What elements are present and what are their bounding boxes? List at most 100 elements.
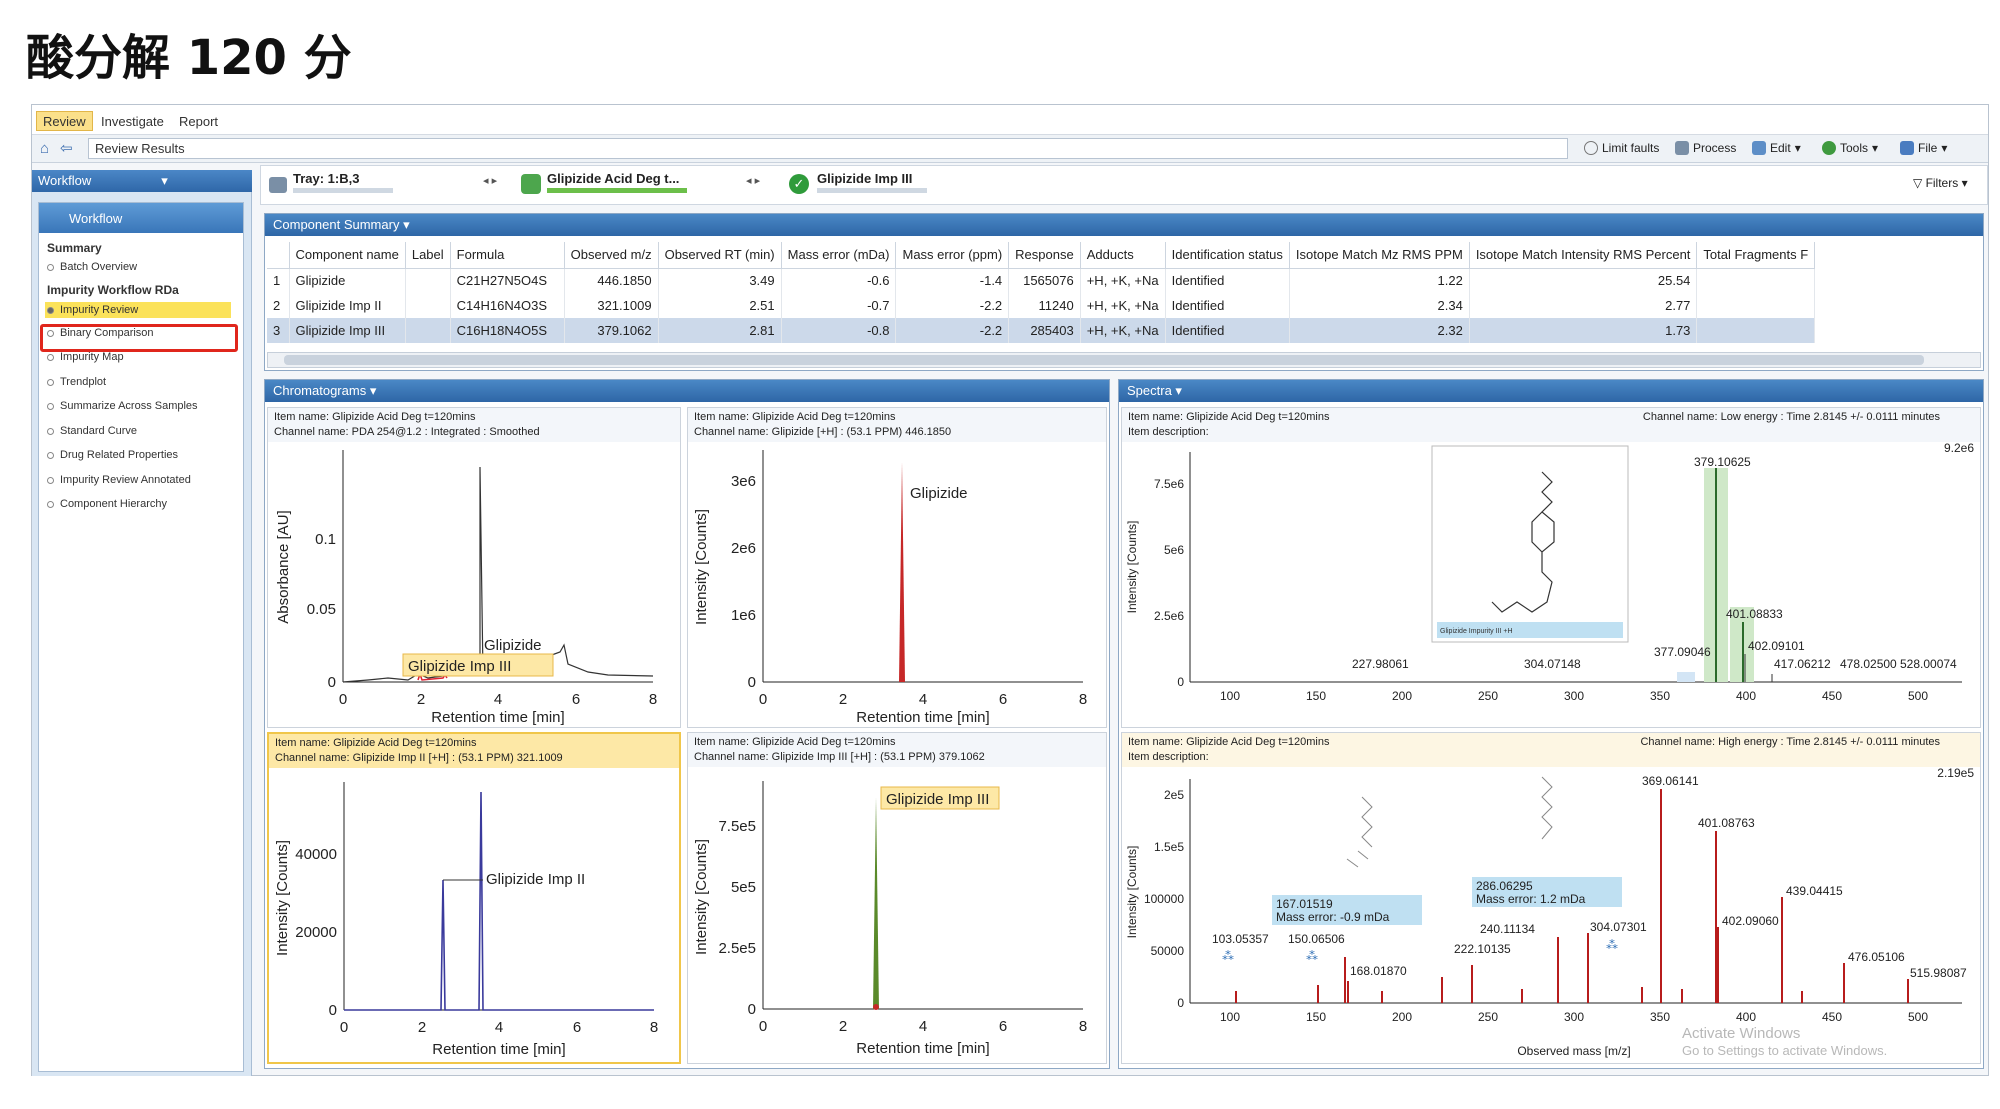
table-header[interactable]: Isotope Match Mz RMS PPM (1289, 242, 1470, 269)
peak-label: Glipizide Imp III (408, 658, 511, 675)
spectrum-high-energy[interactable]: Item name: Glipizide Acid Deg t=120mins … (1121, 732, 1981, 1064)
table-header[interactable]: Isotope Match Intensity RMS Percent (1469, 242, 1698, 269)
spectrum-low-chart: 9.2e6 Intensity [Counts] 0 2.5e6 5e6 7.5… (1125, 442, 1974, 703)
peak-label: 369.06141 (1642, 774, 1699, 788)
chrom-plot-2[interactable]: Item name: Glipizide Acid Deg t=120mins C… (687, 407, 1107, 728)
table-header[interactable]: Identification status (1165, 242, 1290, 269)
x-tick-label: 500 (1908, 689, 1928, 703)
plot-item-name: Item name: Glipizide Acid Deg t=120mins (1128, 411, 1330, 423)
workflow-bar[interactable]: Workflow (39, 203, 243, 233)
page-title: 酸分解 120 分 (26, 30, 352, 86)
table-header[interactable]: Formula (450, 242, 565, 269)
x-axis-label: Retention time [min] (856, 1040, 989, 1057)
peak-label: 379.10625 (1694, 455, 1751, 469)
peak-label: Glipizide (484, 637, 542, 654)
max-intensity-label: 9.2e6 (1944, 442, 1974, 455)
tab-review[interactable]: Review (36, 111, 93, 131)
row-index: 3 (267, 318, 290, 343)
workflow-item-summarize[interactable]: Summarize Across Samples (47, 400, 198, 412)
tray-nav-arrows[interactable]: ◂ ▸ (483, 175, 498, 187)
table-header[interactable]: Mass error (ppm) (895, 242, 1010, 269)
table-header[interactable]: Mass error (mDa) (781, 242, 897, 269)
table-header-index (267, 242, 290, 269)
spectra-header[interactable]: Spectra ▾ (1119, 380, 1983, 402)
workflow-item-label: Component Hierarchy (60, 498, 167, 510)
peak-label-box (880, 786, 1000, 810)
workflow-item-component-hierarchy[interactable]: Component Hierarchy (47, 498, 167, 510)
table-row[interactable]: 2 Glipizide Imp II C14H16N4O3S 321.1009 … (267, 293, 1816, 318)
workflow-item-drug-related[interactable]: Drug Related Properties (47, 449, 178, 461)
app-window: Review Investigate Report ⌂ ⇦ Review Res… (31, 104, 1989, 1076)
chrom-plot-1[interactable]: Item name: Glipizide Acid Deg t=120mins C… (267, 407, 681, 728)
cell-observed-mz: 321.1009 (564, 293, 659, 318)
y-tick-label: 1.5e5 (1154, 840, 1184, 854)
edit-label: Edit (1770, 141, 1791, 155)
chrom-plot-3[interactable]: Item name: Glipizide Acid Deg t=120mins C… (267, 732, 681, 1064)
table-header[interactable]: Adducts (1080, 242, 1166, 269)
table-row[interactable]: 3 Glipizide Imp III C16H18N4O5S 379.1062… (267, 318, 1816, 343)
breadcrumb[interactable]: Review Results (88, 138, 1568, 159)
bullet-icon (47, 353, 54, 361)
cell-identification: Identified (1165, 318, 1290, 343)
plot-channel-name: Channel name: Glipizide [+H] : (53.1 PPM… (694, 426, 952, 438)
peak-label: 478.02500 (1840, 657, 1897, 671)
chromatograms-header[interactable]: Chromatograms ▾ (265, 380, 1109, 402)
gear-icon (1822, 141, 1836, 155)
tab-report[interactable]: Report (179, 114, 219, 129)
chrom-chart-2: Intensity [Counts] Retention time [min] … (693, 450, 1087, 726)
workflow-item-trendplot[interactable]: Trendplot (47, 376, 106, 388)
structure-label: Glipizide Impurity III +H (1440, 628, 1513, 635)
tools-button[interactable]: Tools ▾ (1822, 141, 1878, 155)
workflow-pane-header[interactable]: Workflow ▾ (32, 170, 252, 192)
back-arrow-icon[interactable]: ⇦ (60, 140, 73, 157)
tab-investigate[interactable]: Investigate (101, 114, 164, 129)
home-icon[interactable]: ⌂ (40, 140, 50, 157)
chevron-down-icon[interactable]: ▾ (161, 173, 168, 188)
x-tick-label: 0 (759, 691, 767, 708)
workflow-item-binary-comparison[interactable]: Binary Comparison (47, 327, 154, 339)
file-button[interactable]: File ▾ (1900, 141, 1947, 155)
table-header[interactable]: Response (1008, 242, 1081, 269)
workflow-item-label: Impurity Map (60, 351, 124, 363)
filters-button[interactable]: ▽ Filters ▾ (1913, 176, 1968, 190)
max-intensity-label: 2.19e5 (1937, 767, 1974, 780)
y-tick-label: 20000 (295, 924, 337, 941)
peak-label: 402.09101 (1748, 639, 1805, 653)
spectrum-low-energy[interactable]: Item name: Glipizide Acid Deg t=120mins … (1121, 407, 1981, 728)
table-header[interactable]: Component name (289, 242, 406, 269)
table-row[interactable]: 1 Glipizide C21H27N5O4S 446.1850 3.49 -0… (267, 268, 1816, 293)
process-icon (1675, 141, 1689, 155)
limit-faults-button[interactable]: Limit faults (1584, 141, 1659, 155)
scrollbar-thumb[interactable] (284, 355, 1924, 365)
cell-isotope-intensity: 25.54 (1469, 268, 1698, 293)
x-tick-label: 100 (1220, 689, 1240, 703)
workflow-item-batch-overview[interactable]: Batch Overview (47, 261, 137, 273)
workflow-item-impurity-review[interactable]: Impurity Review (45, 302, 231, 318)
component-summary-header[interactable]: Component Summary ▾ (265, 214, 1983, 236)
peak-label: Glipizide Imp II (486, 871, 585, 888)
table-header[interactable]: Observed RT (min) (658, 242, 782, 269)
workflow-item-impurity-annotated[interactable]: Impurity Review Annotated (47, 474, 191, 486)
x-tick-label: 450 (1822, 1010, 1842, 1024)
workflow-item-standard-curve[interactable]: Standard Curve (47, 425, 137, 437)
workflow-item-label: Summarize Across Samples (60, 400, 198, 412)
table-header[interactable]: Label (405, 242, 451, 269)
horizontal-scrollbar[interactable] (267, 352, 1981, 368)
chrom-plot-4[interactable]: Item name: Glipizide Acid Deg t=120mins C… (687, 732, 1107, 1064)
nav-bar: ⌂ ⇦ Review Results Limit faults Process … (32, 135, 1988, 163)
table-header[interactable]: Total Fragments F (1696, 242, 1816, 269)
peak-label: 222.10135 (1454, 942, 1511, 956)
process-button[interactable]: Process (1675, 141, 1736, 155)
highlight-box (40, 324, 238, 352)
workflow-pane: Workflow ▾ Workflow Summary Batch Overvie… (32, 170, 252, 1076)
y-tick-label: 0.05 (307, 601, 336, 618)
tray-row: Tray: 1:B,3 ◂ ▸ Glipizide Acid Deg t... … (260, 165, 1988, 205)
peak-label: 528.00074 (1900, 657, 1957, 671)
table-header[interactable]: Observed m/z (564, 242, 659, 269)
plot-header: Item name: Glipizide Acid Deg t=120mins C… (268, 408, 680, 442)
sample-nav-arrows[interactable]: ◂ ▸ (746, 175, 761, 187)
edit-button[interactable]: Edit ▾ (1752, 141, 1801, 155)
plot-channel-name: Channel name: Low energy : Time 2.8145 +… (1642, 411, 1940, 423)
x-tick-label: 300 (1564, 689, 1584, 703)
workflow-item-impurity-map[interactable]: Impurity Map (47, 351, 124, 363)
